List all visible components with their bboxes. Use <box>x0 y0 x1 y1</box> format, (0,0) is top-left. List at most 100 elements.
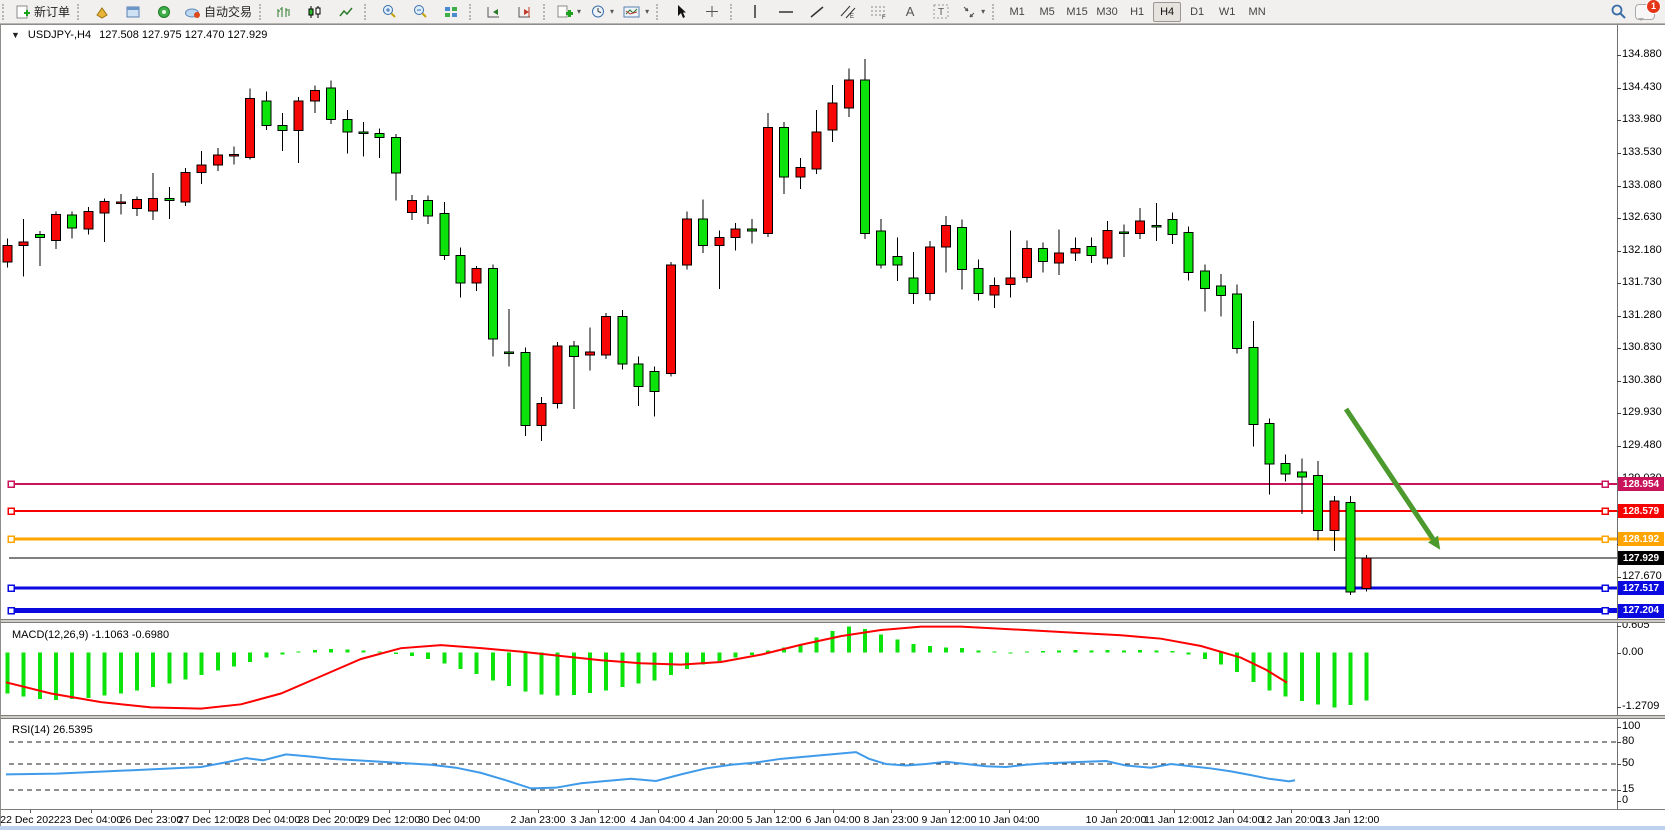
vertical-line-icon <box>754 5 756 18</box>
macd-histogram-bar <box>587 652 592 694</box>
price-line-handle[interactable] <box>1601 480 1609 488</box>
tab-timeframe-h4[interactable]: H4 <box>1153 1 1182 22</box>
templates-button[interactable]: ▾ <box>619 1 653 23</box>
candle <box>148 198 159 212</box>
candle <box>245 98 256 158</box>
window-bottom-strip <box>0 826 1665 830</box>
candle <box>261 100 272 126</box>
trend-arrow[interactable] <box>1343 407 1436 541</box>
candle <box>390 137 401 174</box>
market-watch-button[interactable] <box>87 1 117 23</box>
bar-chart-mode-button[interactable] <box>269 1 299 23</box>
tile-windows-button[interactable] <box>436 1 466 23</box>
tab-timeframe-h1[interactable]: H1 <box>1130 5 1145 18</box>
time-tick-mark <box>716 810 717 813</box>
candle <box>67 214 78 229</box>
text-label-tool-button[interactable]: T <box>926 1 956 23</box>
toolbar-grip[interactable] <box>364 3 371 20</box>
candle <box>1021 247 1032 278</box>
tab-timeframe-d1[interactable]: D1 <box>1190 5 1205 18</box>
time-label: 6 Jan 04:00 <box>805 814 861 826</box>
candle <box>504 351 515 354</box>
new-order-button[interactable]: 新订单 <box>12 1 74 23</box>
price-line-handle[interactable] <box>1601 507 1609 515</box>
price-line-handle[interactable] <box>7 535 15 543</box>
crosshair-button[interactable] <box>697 1 727 23</box>
price-line-handle[interactable] <box>1601 606 1609 615</box>
price-line-handle[interactable] <box>7 606 15 615</box>
zoom-out-button[interactable] <box>405 1 435 23</box>
price-line-handle[interactable] <box>1601 584 1609 592</box>
candle <box>374 132 385 139</box>
vertical-line-tool-button[interactable] <box>740 1 770 23</box>
time-label: 5 Jan 12:00 <box>746 814 802 826</box>
pane-splitter-rsi[interactable] <box>1 715 1665 719</box>
chart-shift-button[interactable] <box>510 1 540 23</box>
time-tick-mark <box>1116 810 1117 813</box>
toolbar-grip[interactable] <box>2 3 9 20</box>
navigator-button[interactable] <box>118 1 148 23</box>
toolbar-grip[interactable] <box>730 3 737 20</box>
toolbar-grip[interactable] <box>656 3 663 20</box>
price-axis[interactable]: 134.880 134.430 133.980 133.530 133.080 132.6… <box>1617 25 1665 827</box>
toolbar-grip[interactable] <box>469 3 476 20</box>
channel-tool-button[interactable]: E <box>833 1 863 23</box>
tab-timeframe-m1[interactable]: M1 <box>1009 5 1025 18</box>
toolbar-grip[interactable] <box>259 3 266 20</box>
one-click-trading-arrow[interactable]: ▼ <box>11 30 20 40</box>
macd-histogram-bar <box>215 652 220 671</box>
horizontal-line-tool-button[interactable] <box>771 1 801 23</box>
chart-canvas[interactable] <box>1 25 1665 827</box>
price-line-handle[interactable] <box>7 480 15 488</box>
price-line-label-128.954: 128.954 <box>1618 477 1664 492</box>
terminal-button[interactable] <box>149 1 179 23</box>
pane-splitter-macd[interactable] <box>1 619 1665 623</box>
price-tick-131.730: 131.730 <box>1622 276 1662 289</box>
candle <box>762 127 773 234</box>
tab-timeframe-w1[interactable]: W1 <box>1218 5 1236 18</box>
trend-arrow-head[interactable] <box>1428 535 1441 550</box>
auto-trading-button[interactable]: 自动交易 <box>180 1 256 23</box>
price-line-handle[interactable] <box>1601 535 1609 543</box>
indicators-button[interactable]: ▾ <box>553 1 585 23</box>
toolbar-grip[interactable] <box>992 3 999 20</box>
search-icon[interactable] <box>1610 3 1627 20</box>
tab-timeframe-mn[interactable]: MN <box>1248 5 1266 18</box>
zoom-in-button[interactable] <box>374 1 404 23</box>
tab-timeframe-m5[interactable]: M5 <box>1039 5 1055 18</box>
price-tick-133.980: 133.980 <box>1622 113 1662 126</box>
cursor-button[interactable] <box>666 1 696 23</box>
zoom-out-icon <box>414 5 427 18</box>
macd-histogram-bar <box>312 649 317 653</box>
text-tool-button[interactable]: A <box>895 1 925 23</box>
candle-chart-mode-button[interactable] <box>300 1 330 23</box>
rsi-tick-100: 100 <box>1622 720 1641 732</box>
macd-histogram-bar <box>1057 650 1062 653</box>
auto-trading-icon <box>185 8 201 18</box>
macd-histogram-bar <box>1299 652 1304 701</box>
macd-histogram-bar <box>652 652 657 681</box>
time-tick-mark <box>1174 810 1175 813</box>
fibonacci-tool-button[interactable]: F <box>864 1 894 23</box>
arrows-tool-button[interactable]: ▾ <box>957 1 989 23</box>
toolbar-grip[interactable] <box>543 3 550 20</box>
candle <box>1361 557 1372 590</box>
candle <box>51 213 62 241</box>
candle <box>1232 293 1243 349</box>
tab-timeframe-m15[interactable]: M15 <box>1066 5 1088 18</box>
toolbar-grip[interactable] <box>77 3 84 20</box>
price-line-handle[interactable] <box>7 507 15 515</box>
time-tick-mark <box>1009 810 1010 813</box>
candle <box>1264 423 1275 465</box>
tab-timeframe-m30[interactable]: M30 <box>1096 5 1118 18</box>
trendline-tool-button[interactable] <box>802 1 832 23</box>
axis-tick-mark <box>1617 741 1621 743</box>
auto-scroll-button[interactable] <box>479 1 509 23</box>
price-line-handle[interactable] <box>7 584 15 592</box>
time-axis[interactable]: 22 Dec 2022 23 Dec 04:00 26 Dec 23:00 27 De… <box>0 809 1665 828</box>
line-chart-mode-button[interactable] <box>331 1 361 23</box>
notifications-icon[interactable]: 1 <box>1635 0 1661 21</box>
periods-button[interactable]: ▾ <box>586 1 618 23</box>
market-watch-icon <box>96 6 108 19</box>
cursor-icon <box>678 5 687 18</box>
